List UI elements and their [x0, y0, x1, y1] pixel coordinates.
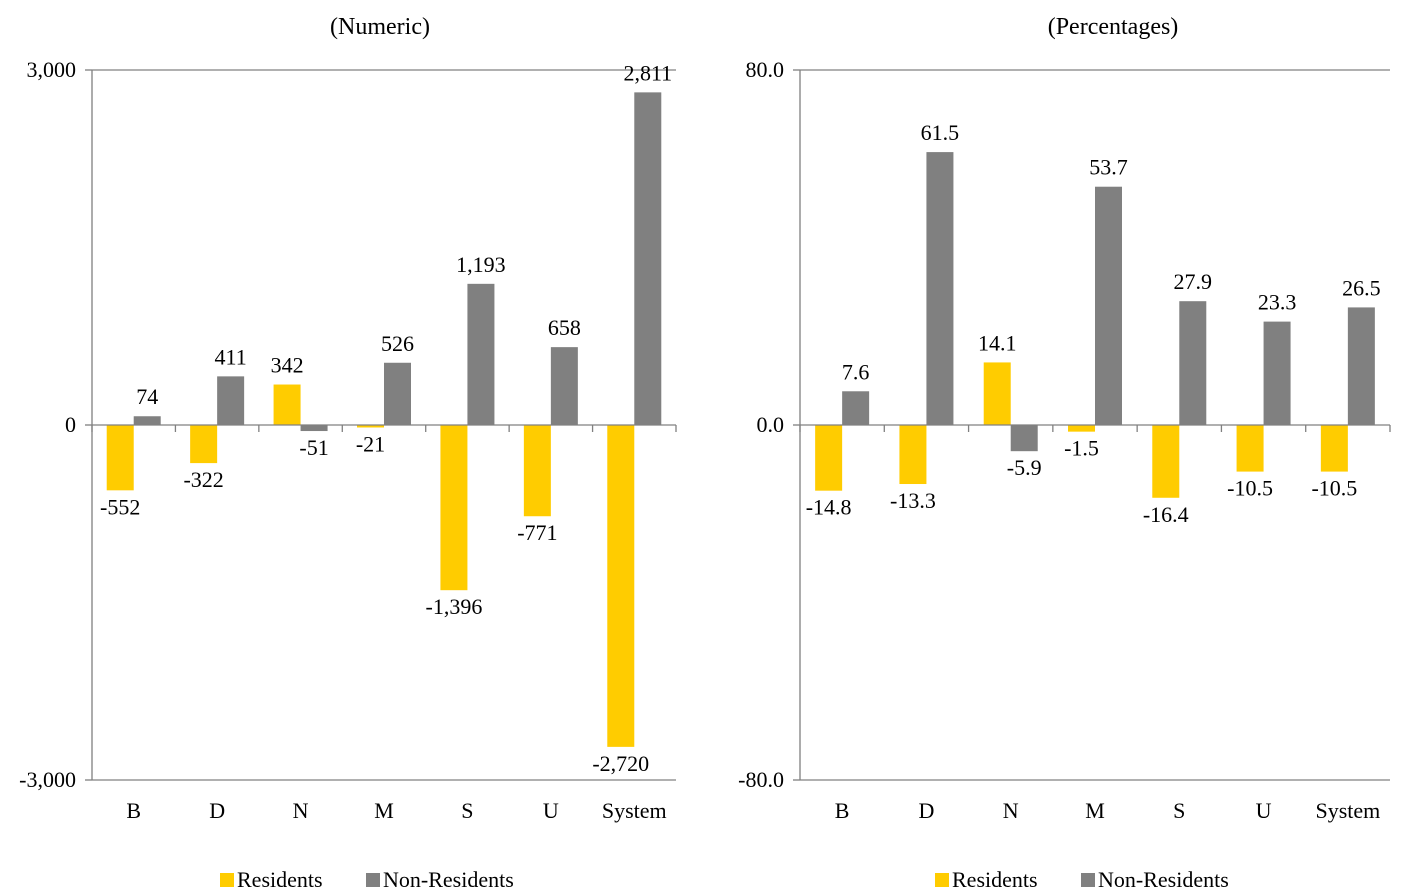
- non-residents-label-system: 26.5: [1342, 275, 1381, 300]
- y-tick-label: -3,000: [19, 767, 76, 792]
- y-tick-label: 0: [65, 412, 76, 437]
- category-label-d: D: [209, 798, 225, 823]
- legend: Residents Non-Residents: [220, 867, 514, 892]
- non-residents-label-n: -5.9: [1007, 455, 1042, 480]
- residents-label-m: -21: [356, 431, 385, 456]
- category-label-s: S: [461, 798, 473, 823]
- residents-bar-s: [440, 425, 468, 591]
- residents-label-b: -14.8: [806, 495, 852, 520]
- residents-bar-b: [815, 425, 843, 491]
- residents-bar-m: [357, 425, 384, 428]
- non-residents-bar-s: [467, 283, 495, 425]
- category-label-m: M: [374, 798, 394, 823]
- legend-label-non-residents: Non-Residents: [383, 867, 514, 892]
- non-residents-bar-n: [1010, 425, 1038, 452]
- category-label-n: N: [1003, 798, 1019, 823]
- residents-bar-n: [273, 384, 301, 425]
- residents-label-u: -771: [517, 520, 557, 545]
- legend-swatch-non-residents: [1081, 873, 1095, 887]
- residents-label-system: -2,720: [592, 751, 649, 776]
- category-label-u: U: [543, 798, 559, 823]
- non-residents-label-u: 658: [548, 315, 581, 340]
- non-residents-bar-m: [384, 362, 411, 425]
- residents-label-s: -16.4: [1143, 502, 1189, 527]
- residents-bar-s: [1152, 425, 1180, 498]
- residents-label-n: 342: [271, 353, 304, 378]
- y-tick-label: -80.0: [738, 767, 784, 792]
- residents-label-n: 14.1: [978, 330, 1017, 355]
- residents-bar-d: [899, 425, 927, 485]
- legend-label-residents: Residents: [952, 867, 1038, 892]
- non-residents-bar-b: [842, 391, 870, 425]
- non-residents-label-s: 1,193: [456, 252, 506, 277]
- non-residents-label-u: 23.3: [1258, 290, 1297, 315]
- non-residents-label-d: 61.5: [921, 120, 960, 145]
- residents-bar-n: [983, 362, 1011, 425]
- residents-label-d: -13.3: [890, 488, 936, 513]
- non-residents-bar-n: [300, 425, 328, 432]
- non-residents-bar-b: [133, 416, 161, 425]
- residents-bar-system: [1320, 425, 1348, 472]
- legend-swatch-residents: [220, 873, 234, 887]
- residents-bar-u: [523, 425, 551, 517]
- residents-bar-b: [106, 425, 134, 491]
- category-label-d: D: [918, 798, 934, 823]
- legend-swatch-non-residents: [366, 873, 380, 887]
- non-residents-bar-d: [217, 376, 245, 425]
- y-tick-label: 3,000: [27, 57, 77, 82]
- non-residents-label-b: 74: [136, 384, 158, 409]
- non-residents-label-n: -51: [299, 435, 328, 460]
- chart-title: (Numeric): [330, 14, 430, 40]
- non-residents-label-m: 53.7: [1089, 155, 1128, 180]
- residents-label-s: -1,396: [426, 594, 483, 619]
- y-tick-label: 80.0: [746, 57, 785, 82]
- category-label-system: System: [602, 798, 667, 823]
- category-label-b: B: [835, 798, 850, 823]
- non-residents-label-s: 27.9: [1174, 269, 1213, 294]
- category-label-system: System: [1315, 798, 1380, 823]
- non-residents-label-system: 2,811: [623, 60, 672, 85]
- chart-title: (Percentages): [1048, 14, 1179, 40]
- non-residents-bar-system: [634, 92, 662, 426]
- category-label-b: B: [126, 798, 141, 823]
- legend: Residents Non-Residents: [935, 867, 1229, 892]
- residents-bar-u: [1236, 425, 1264, 472]
- category-label-s: S: [1173, 798, 1185, 823]
- legend-label-non-residents: Non-Residents: [1098, 867, 1229, 892]
- legend-swatch-residents: [935, 873, 949, 887]
- percentages-chart: (Percentages) -80.0 0.0 80.0 -14.8 7.6 -13.3 61…: [738, 14, 1391, 892]
- non-residents-bar-d: [926, 152, 954, 425]
- residents-label-system: -10.5: [1311, 476, 1357, 501]
- residents-label-d: -322: [183, 467, 223, 492]
- non-residents-label-m: 526: [381, 331, 414, 356]
- numeric-chart: (Numeric) -3,000 0 3,000 -552 74 -322 411 342 -51…: [19, 14, 677, 892]
- y-tick-label: 0.0: [757, 412, 785, 437]
- category-label-u: U: [1256, 798, 1272, 823]
- non-residents-bar-system: [1347, 307, 1375, 425]
- non-residents-label-b: 7.6: [842, 359, 870, 384]
- residents-label-m: -1.5: [1064, 436, 1099, 461]
- residents-bar-m: [1068, 425, 1095, 432]
- non-residents-bar-u: [1263, 321, 1291, 425]
- legend-label-residents: Residents: [237, 867, 323, 892]
- residents-label-u: -10.5: [1227, 476, 1273, 501]
- non-residents-bar-m: [1095, 186, 1122, 425]
- category-label-m: M: [1085, 798, 1105, 823]
- residents-bar-system: [607, 425, 635, 747]
- residents-label-b: -552: [100, 494, 140, 519]
- category-label-n: N: [293, 798, 309, 823]
- residents-bar-d: [190, 425, 218, 464]
- non-residents-bar-u: [550, 347, 578, 425]
- non-residents-bar-s: [1179, 301, 1207, 425]
- non-residents-label-d: 411: [215, 344, 247, 369]
